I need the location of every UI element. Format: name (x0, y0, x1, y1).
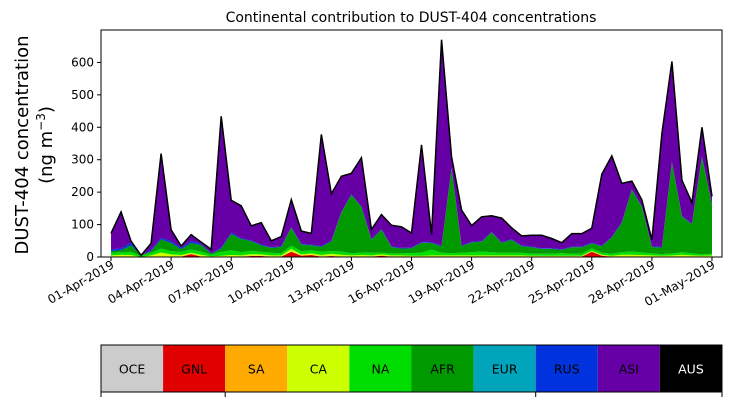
legend-label-oce: OCE (119, 362, 146, 377)
area-na (111, 245, 712, 257)
y-tick-label: 600 (71, 55, 94, 69)
y-tick-label: 300 (71, 153, 94, 167)
area-asi (111, 39, 712, 256)
y-axis-label-line1: DUST-404 concentration (12, 35, 33, 254)
y-axis-ticks: 0 100 200 300 400 500 600 (71, 55, 101, 264)
legend-label-aus: AUS (678, 362, 704, 377)
x-tick-label: 13-Apr-2019 (286, 257, 357, 306)
legend-swatch-asi (597, 345, 660, 392)
legend-label-afr: AFR (430, 362, 455, 377)
y-tick-label: 100 (71, 218, 94, 232)
legend-label-eur: EUR (492, 362, 518, 377)
x-tick-label: 04-Apr-2019 (105, 257, 176, 306)
legend-label-rus: RUS (554, 362, 580, 377)
total-outline (110, 39, 713, 257)
area-sa (111, 251, 712, 257)
legend-swatch-ca (287, 345, 350, 392)
y-axis-label-line2: (ng m−3) (34, 106, 57, 184)
y-tick-label: 200 (71, 185, 94, 199)
y-axis-label-prefix: (ng m (36, 131, 57, 184)
x-tick-label: 22-Apr-2019 (466, 257, 537, 306)
x-tick-label: 19-Apr-2019 (406, 257, 477, 306)
legend-swatch-na (349, 345, 412, 392)
legend-label-gnl: GNL (181, 362, 207, 377)
area-ca (111, 248, 712, 257)
x-tick-label: 07-Apr-2019 (165, 257, 236, 306)
x-tick-label: 10-Apr-2019 (226, 257, 297, 306)
legend-label-sa: SA (248, 362, 265, 377)
legend-label-ca: CA (310, 362, 328, 377)
legend-swatch-gnl (163, 345, 226, 392)
legend-swatch-oce (101, 345, 164, 392)
chart-title: Continental contribution to DUST-404 con… (226, 10, 597, 26)
legend-swatch-aus (659, 345, 722, 392)
legend-swatch-afr (411, 345, 474, 392)
area-gnl (111, 251, 712, 257)
y-axis-label-exponent: −3 (34, 113, 48, 131)
y-tick-label: 500 (71, 88, 94, 102)
legend-swatch-sa (225, 345, 288, 392)
legend-label-na: NA (371, 362, 389, 377)
legend-label-asi: ASI (619, 362, 639, 377)
legend-swatch-eur (473, 345, 536, 392)
x-tick-label: 01-Apr-2019 (45, 257, 116, 306)
y-tick-label: 0 (86, 250, 94, 264)
stacked-areas (110, 39, 713, 257)
legend-frame (100, 344, 723, 393)
y-tick-label: 400 (71, 120, 94, 134)
x-axis-ticks: 01-Apr-201904-Apr-201907-Apr-201910-Apr-… (45, 257, 717, 309)
y-axis-label-suffix: ) (36, 106, 57, 113)
x-tick-label: 25-Apr-2019 (526, 257, 597, 306)
x-tick-label: 16-Apr-2019 (346, 257, 417, 306)
area-afr (111, 157, 712, 257)
legend-swatch-rus (535, 345, 598, 392)
legend: OCE GNL SA CA NA AFR EUR RUS ASI AUS (100, 344, 723, 397)
